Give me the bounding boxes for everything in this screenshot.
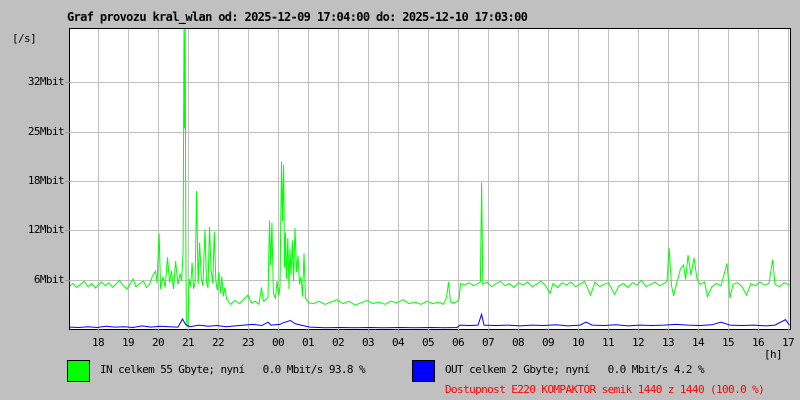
legend-out-swatch [412,360,435,382]
x-axis-tick-label: 17 [781,336,795,349]
y-axis-unit-label: [/s] [12,32,37,45]
x-axis-tick-label: 01 [301,336,315,349]
x-axis-tick-label: 09 [541,336,555,349]
x-axis-tick-label: 21 [181,336,195,349]
x-axis-tick-label: 08 [511,336,525,349]
out-traffic-line [69,312,790,329]
legend-out-label: OUT celkem 2 Gbyte; nyní 0.0 Mbit/s 4.2 … [445,363,705,376]
x-axis-tick-label: 05 [421,336,435,349]
x-axis-tick-label: 07 [481,336,495,349]
x-axis-unit-label: [h] [764,348,783,361]
availability-status-text: Dostupnost E220 KOMPAKTOR semik 1440 z 1… [445,383,765,396]
legend-in-label: IN celkem 55 Gbyte; nyní 0.0 Mbit/s 93.8… [100,363,366,376]
x-axis-tick-label: 00 [271,336,285,349]
in-traffic-line [69,28,790,328]
x-axis-tick-label: 20 [151,336,165,349]
y-axis-tick-label: 6Mbit [33,273,65,286]
x-axis-tick-label: 04 [391,336,405,349]
x-axis-tick-label: 12 [631,336,645,349]
plot-area [65,28,791,333]
x-axis-tick-label: 03 [361,336,375,349]
x-axis-tick-label: 13 [661,336,675,349]
y-axis-tick-label: 25Mbit [27,125,65,138]
x-axis-tick-label: 02 [331,336,345,349]
x-axis-tick-label: 16 [751,336,765,349]
x-axis-tick-label: 18 [91,336,105,349]
graph-title: Graf provozu kral_wlan od: 2025-12-09 17… [67,10,528,24]
x-axis-tick-label: 11 [601,336,615,349]
y-axis-tick-label: 32Mbit [27,75,65,88]
x-axis-tick-label: 23 [241,336,255,349]
x-axis-tick-label: 14 [691,336,705,349]
x-axis-tick-label: 06 [451,336,465,349]
legend-in-swatch [67,360,90,382]
x-axis-tick-label: 10 [571,336,585,349]
x-axis-tick-label: 22 [211,336,225,349]
x-axis-tick-label: 15 [721,336,735,349]
y-axis-tick-label: 12Mbit [27,223,65,236]
y-axis-tick-label: 18Mbit [27,174,65,187]
x-axis-tick-label: 19 [121,336,135,349]
traffic-chart-svg [65,28,790,333]
